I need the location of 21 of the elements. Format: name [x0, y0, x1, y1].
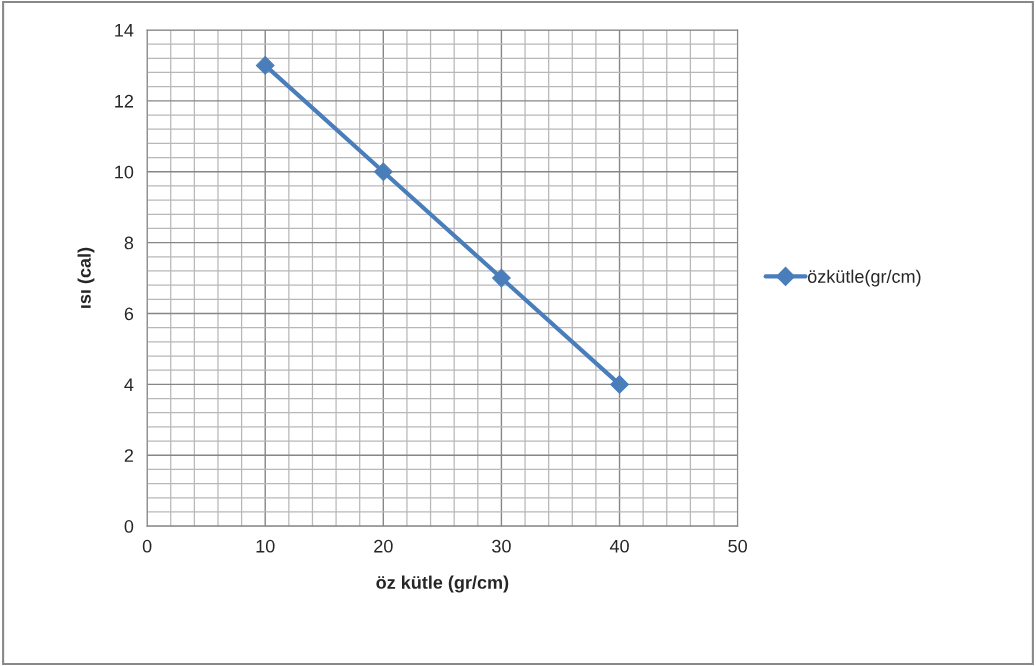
- y-tick-label: 2: [124, 449, 134, 462]
- y-tick-label: 8: [124, 236, 134, 250]
- y-axis-title: ısı (cal): [77, 247, 95, 308]
- x-tick-label: 0: [142, 539, 152, 553]
- point: [492, 268, 511, 288]
- point: [255, 56, 275, 75]
- x-tick-label: 20: [374, 539, 393, 553]
- point: [373, 162, 393, 182]
- x-tick-label: 50: [728, 539, 747, 553]
- x-axis-title: öz kütle (gr/cm): [376, 575, 509, 593]
- y-tick-label: 14: [115, 24, 134, 37]
- y-tick-label: 0: [124, 520, 134, 533]
- point: [610, 375, 629, 394]
- y-tick-label: 4: [124, 378, 134, 391]
- x-tick-label: 30: [492, 539, 511, 553]
- y-tick-label: 6: [124, 307, 134, 321]
- y-tick-label: 10: [115, 165, 134, 179]
- x-tick-label: 10: [256, 539, 275, 553]
- legend-label: özkütle(gr/cm): [807, 269, 921, 287]
- x-tick-label: 40: [609, 539, 629, 553]
- y-tick-label: 12: [115, 94, 134, 108]
